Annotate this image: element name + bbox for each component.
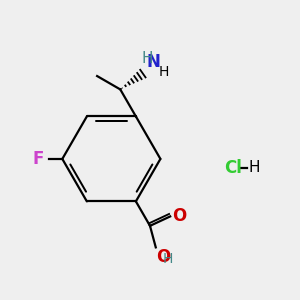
Text: N: N [146, 53, 160, 71]
Text: O: O [172, 207, 187, 225]
Text: H: H [142, 51, 153, 66]
Text: O: O [156, 248, 171, 266]
Text: F: F [32, 150, 44, 168]
Text: H: H [159, 65, 169, 80]
Text: H: H [163, 252, 173, 266]
Text: Cl: Cl [224, 159, 242, 177]
Text: H: H [248, 160, 260, 175]
